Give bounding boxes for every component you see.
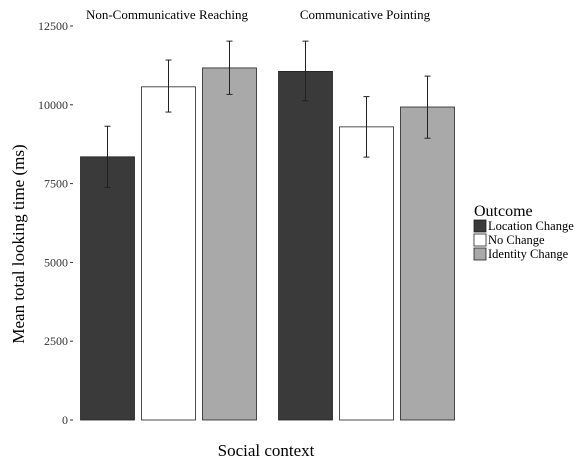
panel: Communicative Pointing <box>278 7 455 421</box>
bar <box>339 126 394 421</box>
panel: Non-Communicative Reaching <box>80 7 257 421</box>
bar <box>202 67 257 421</box>
y-tick-label: 2500 <box>44 334 68 348</box>
y-tick-label: 10000 <box>38 98 68 112</box>
panels: Non-Communicative Reaching Communicative … <box>80 7 455 421</box>
panel-strip-label: Communicative Pointing <box>300 7 431 22</box>
legend-swatch <box>473 219 487 233</box>
panel-strip-label: Non-Communicative Reaching <box>86 7 249 22</box>
y-tick-label: 0 <box>62 413 68 427</box>
legend-swatch <box>473 247 487 261</box>
bar <box>141 86 196 421</box>
legend-label: Identity Change <box>488 247 569 261</box>
y-axis: 0 2500 5000 7500 10000 12500 <box>38 19 73 427</box>
x-axis-title: Social context <box>218 441 315 460</box>
y-axis-title: Mean total looking time (ms) <box>9 144 28 343</box>
bar <box>80 156 135 421</box>
y-tick-label: 12500 <box>38 19 68 33</box>
bar <box>278 70 333 421</box>
legend-swatch <box>473 233 487 247</box>
legend-label: Location Change <box>488 219 574 233</box>
y-tick-label: 7500 <box>44 177 68 191</box>
y-axis-title-group: Mean total looking time (ms) <box>9 144 28 343</box>
legend-label: No Change <box>488 233 545 247</box>
bar <box>400 106 455 421</box>
legend-title: Outcome <box>474 203 533 220</box>
y-tick-label: 5000 <box>44 255 68 269</box>
